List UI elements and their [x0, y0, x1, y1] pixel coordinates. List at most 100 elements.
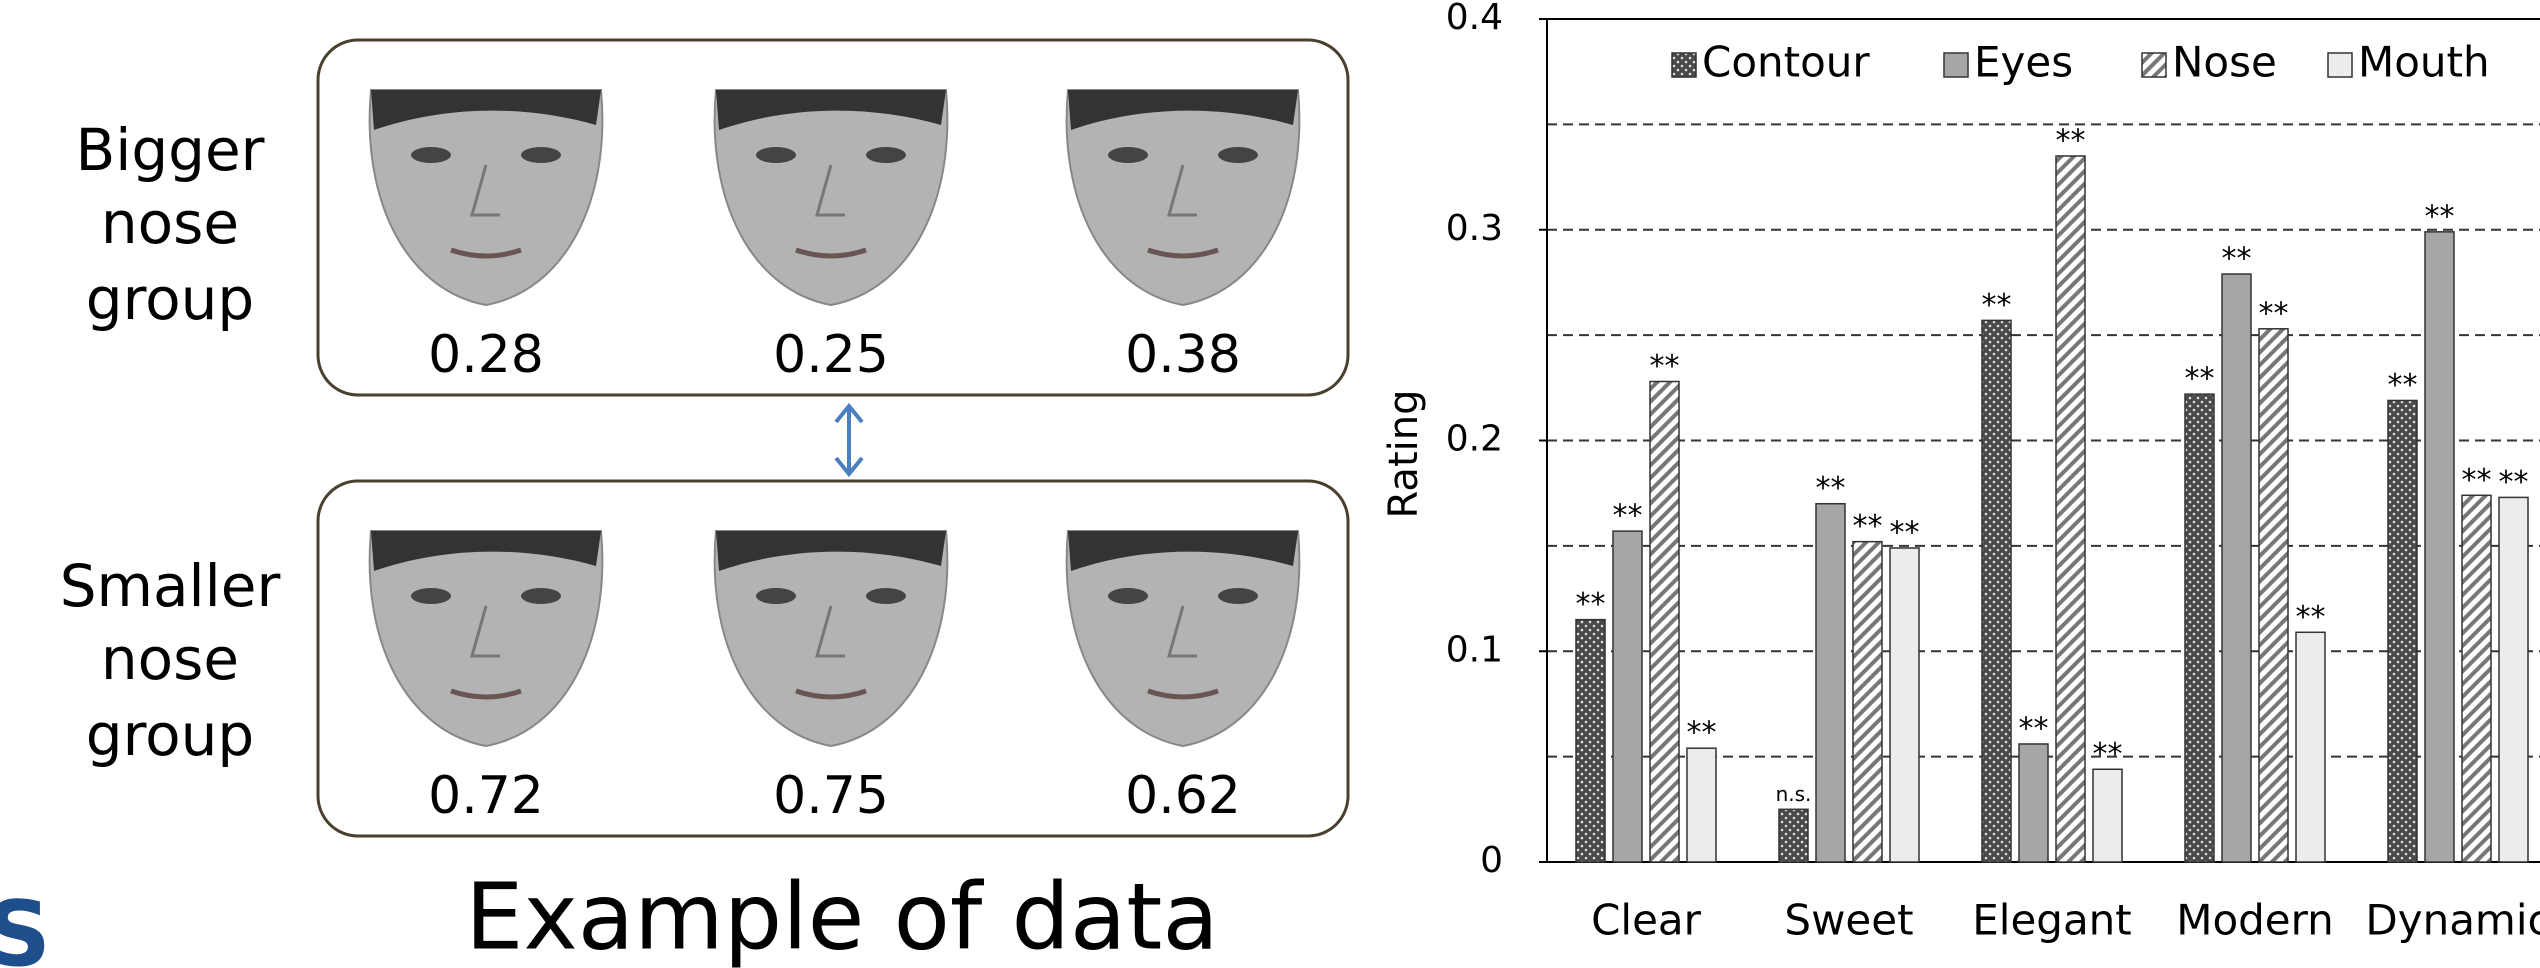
- eye: [411, 588, 451, 604]
- bar: [1852, 540, 1883, 863]
- x-tick-label: Sweet: [1784, 896, 1913, 945]
- hair: [1068, 90, 1298, 130]
- face-photos: [368, 89, 1301, 748]
- eye: [1108, 588, 1148, 604]
- significance-label: **: [1853, 509, 1883, 544]
- group-label: group: [86, 701, 254, 769]
- face-shape: [713, 89, 949, 307]
- eye: [866, 588, 906, 604]
- bar: [2295, 631, 2326, 863]
- legend-swatch: [1943, 52, 1969, 78]
- mouth: [1147, 247, 1219, 259]
- legend-label: Nose: [2172, 38, 2277, 87]
- face-shape: [713, 530, 949, 748]
- significance-label: **: [2388, 368, 2418, 403]
- nose: [815, 164, 845, 217]
- significance-label: **: [2296, 600, 2326, 635]
- bar: [2387, 399, 2418, 863]
- eye: [1218, 147, 1258, 163]
- bar: [2258, 328, 2289, 863]
- face-photo: [1065, 530, 1301, 748]
- legend-label: Mouth: [2358, 38, 2490, 87]
- eye: [1218, 588, 1258, 604]
- mouth: [1147, 688, 1219, 700]
- y-axis-title: Rating: [1381, 390, 1427, 519]
- legend-label: Contour: [1702, 38, 1870, 87]
- legend-swatch: [2141, 52, 2167, 78]
- bar-chart: 00.10.20.30.4RatingClear********Sweetn.s…: [1381, 0, 2540, 945]
- group-label: nose: [101, 189, 239, 257]
- face-photo: [713, 89, 949, 307]
- bar: [1778, 808, 1809, 863]
- y-tick-label: 0: [1480, 840, 1503, 881]
- bar: [2092, 768, 2123, 863]
- mouth: [450, 688, 522, 700]
- significance-label: **: [2019, 711, 2049, 746]
- face-photo: [1065, 89, 1301, 307]
- significance-label: **: [2499, 465, 2529, 500]
- hair: [716, 531, 946, 571]
- x-tick-label: Dynamic: [2365, 896, 2540, 945]
- face-shape: [368, 530, 604, 748]
- bar: [2018, 743, 2049, 863]
- eye: [756, 588, 796, 604]
- y-tick-label: 0.1: [1446, 629, 1503, 670]
- bar: [2461, 494, 2492, 863]
- face-score: 0.72: [428, 766, 544, 826]
- x-tick-label: Modern: [2176, 896, 2334, 945]
- face-shape: [1065, 530, 1301, 748]
- nose: [1167, 605, 1197, 658]
- significance-label: **: [1650, 349, 1680, 384]
- face-shape: [1065, 89, 1301, 307]
- bar: [2184, 393, 2215, 863]
- face-photo: [368, 89, 604, 307]
- face-photo: [713, 530, 949, 748]
- bar: [2221, 273, 2252, 863]
- group-label: nose: [101, 625, 239, 693]
- double-arrow: [834, 402, 864, 478]
- face-score: 0.28: [428, 325, 544, 385]
- bar: [2055, 155, 2086, 863]
- group-frame: [316, 479, 1350, 838]
- bar: [2498, 496, 2529, 863]
- face-score: 0.75: [773, 766, 889, 826]
- x-tick-label: Clear: [1591, 896, 1702, 945]
- legend-swatch: [2327, 52, 2353, 78]
- bar: [1575, 618, 1606, 863]
- bar: [1686, 747, 1717, 863]
- mouth: [795, 247, 867, 259]
- significance-label: **: [2056, 123, 2086, 158]
- group-label: group: [86, 265, 254, 333]
- mouth: [450, 247, 522, 259]
- x-tick-label: Elegant: [1972, 896, 2132, 945]
- hair: [371, 90, 601, 130]
- significance-label: **: [1576, 587, 1606, 622]
- eye: [521, 588, 561, 604]
- significance-label: **: [1982, 288, 2012, 323]
- eye: [411, 147, 451, 163]
- face-score: 0.38: [1125, 325, 1241, 385]
- bar: [1889, 547, 1920, 863]
- hair: [371, 531, 601, 571]
- bar: [2424, 231, 2455, 863]
- face-score: 0.25: [773, 325, 889, 385]
- legend-label: Eyes: [1974, 38, 2073, 87]
- mouth: [795, 688, 867, 700]
- significance-label: **: [1816, 471, 1846, 506]
- eye: [1108, 147, 1148, 163]
- eye: [756, 147, 796, 163]
- y-tick-label: 0.2: [1446, 419, 1503, 460]
- face-score: 0.62: [1125, 766, 1241, 826]
- nose: [815, 605, 845, 658]
- legend-swatch: [1671, 52, 1697, 78]
- face-shape: [368, 89, 604, 307]
- significance-label: **: [2425, 199, 2455, 234]
- nose: [470, 605, 500, 658]
- nose: [470, 164, 500, 217]
- eye: [521, 147, 561, 163]
- y-tick-label: 0.3: [1446, 208, 1503, 249]
- bar: [1649, 380, 1680, 863]
- group-label: Bigger: [75, 116, 264, 184]
